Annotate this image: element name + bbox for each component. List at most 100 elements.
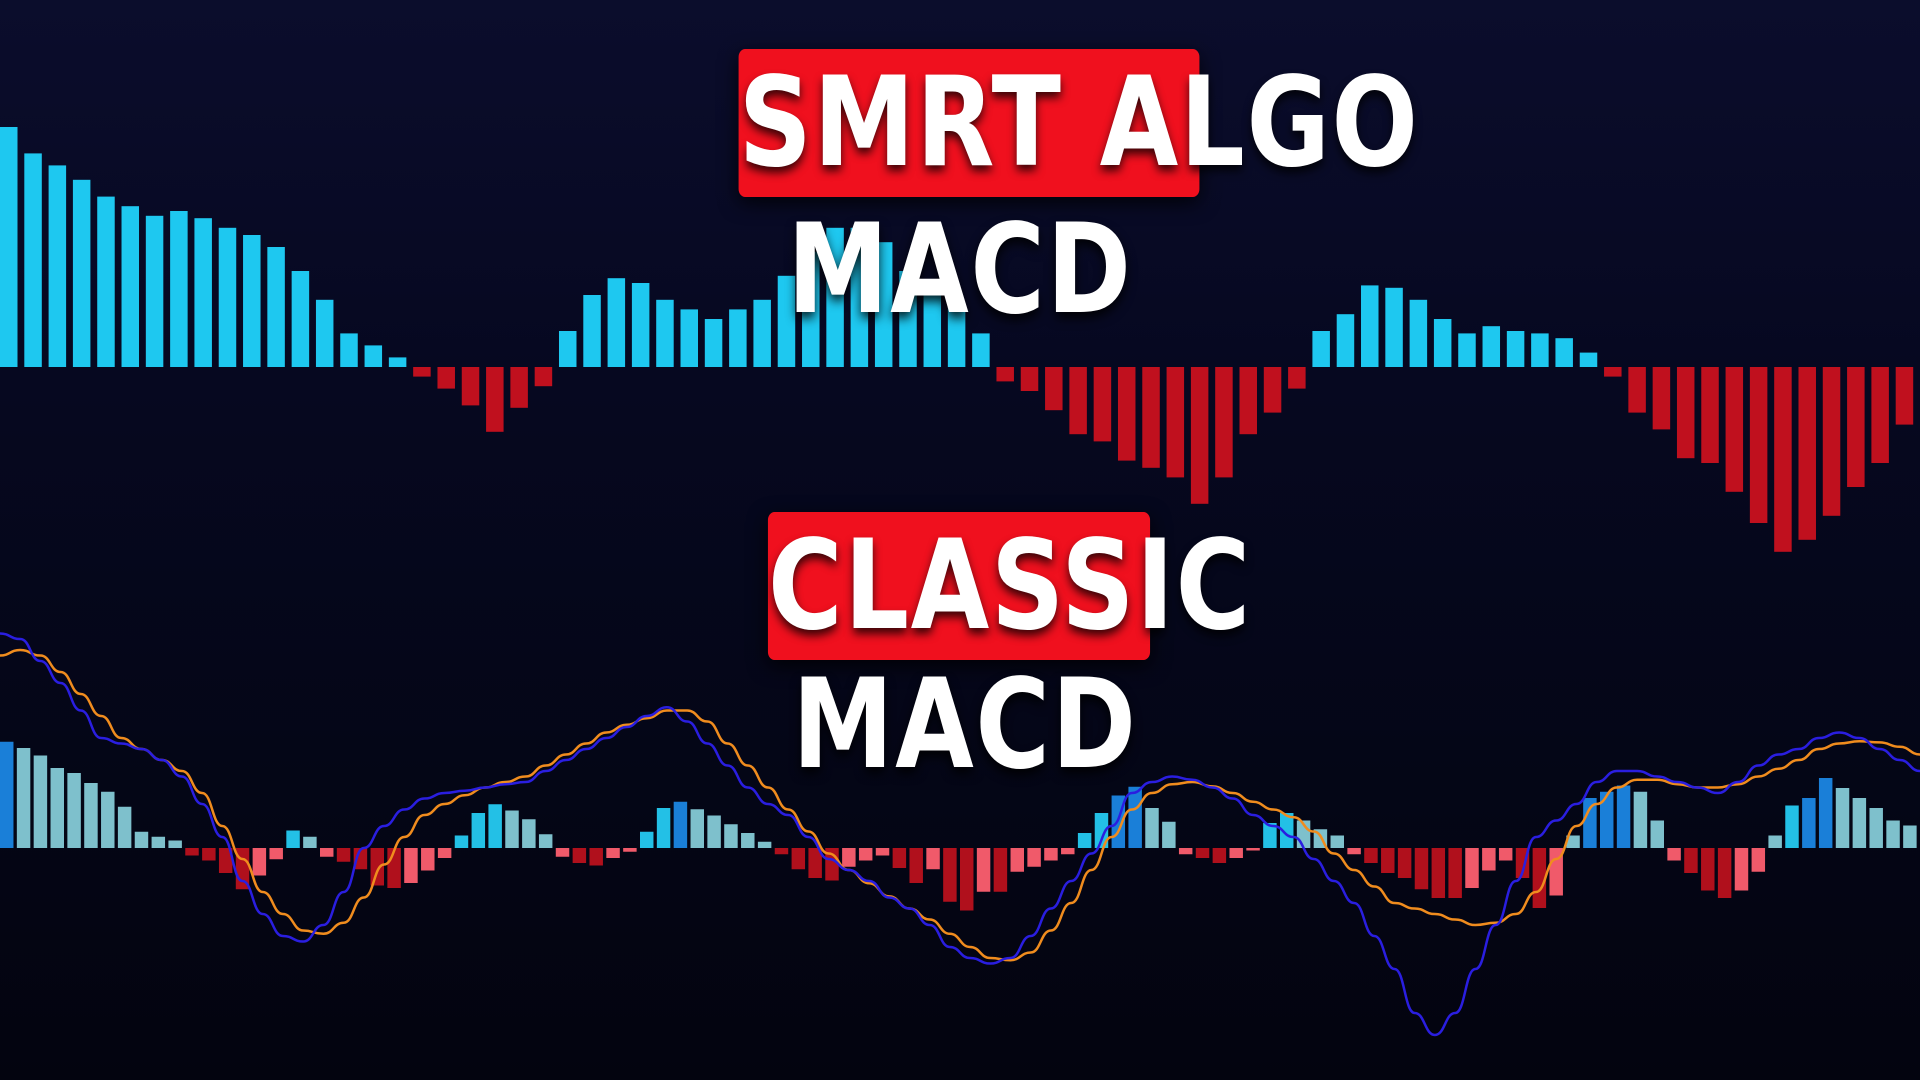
classic-macd-bar bbox=[875, 848, 890, 856]
smrt-algo-bar bbox=[899, 271, 917, 367]
classic-macd-bar bbox=[1616, 785, 1631, 848]
classic-macd-bar bbox=[1566, 835, 1580, 848]
smrt-algo-bar bbox=[1336, 314, 1355, 367]
smrt-algo-bar bbox=[145, 215, 164, 367]
smrt-algo-bar bbox=[1166, 367, 1185, 478]
smrt-algo-bar bbox=[729, 309, 747, 367]
classic-macd-bar bbox=[1802, 798, 1816, 848]
classic-macd-bar bbox=[1751, 848, 1766, 872]
classic-macd-bar bbox=[1229, 848, 1243, 858]
classic-macd-bar bbox=[1583, 798, 1597, 848]
macd-line bbox=[0, 632, 1920, 1037]
classic-macd-bar bbox=[202, 848, 216, 861]
smrt-algo-bar bbox=[1725, 367, 1744, 492]
smrt-algo-bar bbox=[1531, 333, 1549, 367]
classic-macd-bar bbox=[437, 848, 452, 858]
smrt-algo-bar bbox=[1822, 367, 1841, 516]
classic-macd-bar bbox=[33, 755, 48, 848]
classic-macd-bar bbox=[1886, 820, 1900, 848]
classic-macd-bar bbox=[1448, 848, 1462, 898]
smrt-algo-bar bbox=[170, 211, 188, 367]
classic-macd-bar bbox=[623, 848, 637, 852]
smrt-algo-bar bbox=[1579, 352, 1598, 367]
smrt-algo-bar bbox=[24, 153, 42, 367]
classic-macd-bar bbox=[943, 848, 957, 902]
classic-macd-bar bbox=[892, 848, 907, 868]
classic-macd-bar bbox=[555, 848, 570, 857]
classic-macd-bar bbox=[320, 848, 334, 857]
classic-macd-bar bbox=[1903, 825, 1917, 848]
classic-macd-bar bbox=[1263, 823, 1277, 848]
smrt-algo-bar bbox=[0, 127, 18, 367]
classic-macd-bar bbox=[1010, 848, 1024, 872]
classic-macd-bar bbox=[404, 848, 418, 883]
smrt-algo-bar bbox=[267, 247, 285, 367]
classic-macd-bar bbox=[606, 848, 620, 858]
smrt-algo-bar bbox=[1749, 367, 1768, 523]
classic-macd-bar bbox=[589, 848, 603, 866]
classic-macd-bar bbox=[1734, 848, 1749, 891]
smrt-algo-bar bbox=[218, 227, 237, 367]
smrt-algo-bar bbox=[1895, 367, 1914, 425]
classic-macd-bar bbox=[1212, 848, 1227, 863]
classic-macd-bar bbox=[1482, 848, 1496, 871]
classic-macd-bar bbox=[1195, 848, 1210, 858]
smrt-algo-bar bbox=[1312, 331, 1330, 367]
classic-macd-bar bbox=[1869, 808, 1883, 848]
classic-macd-bar bbox=[117, 806, 132, 848]
smrt-algo-bar bbox=[1506, 331, 1525, 367]
classic-macd-bar bbox=[67, 773, 81, 848]
classic-macd-bar bbox=[522, 819, 536, 848]
smrt-algo-bar bbox=[291, 271, 310, 367]
classic-macd-bar bbox=[218, 848, 233, 873]
classic-macd-bar bbox=[1330, 835, 1344, 848]
smrt-algo-bar bbox=[802, 251, 820, 367]
smrt-algo-bar bbox=[413, 367, 431, 377]
classic-macd-bar bbox=[505, 810, 519, 848]
classic-macd-bar bbox=[1852, 798, 1867, 848]
classic-macd-bar bbox=[1650, 820, 1664, 848]
smrt-algo-bar bbox=[947, 307, 966, 367]
smrt-algo-bar bbox=[510, 367, 528, 408]
classic-macd-bar bbox=[1162, 821, 1176, 848]
classic-macd-bar bbox=[0, 741, 14, 848]
classic-macd-bar bbox=[1835, 788, 1850, 848]
smrt-algo-subtitle: MACD bbox=[787, 198, 1133, 342]
smrt-algo-bar bbox=[996, 367, 1014, 382]
classic-macd-bar bbox=[454, 835, 469, 848]
smrt-algo-title-text: SMRT ALGO bbox=[738, 51, 1420, 195]
smrt-algo-bar bbox=[1409, 299, 1428, 367]
classic-macd-bar bbox=[707, 815, 721, 848]
smrt-algo-bar bbox=[1798, 367, 1816, 540]
classic-macd-bar bbox=[791, 848, 806, 870]
classic-macd-bar bbox=[538, 834, 553, 848]
classic-macd-bar bbox=[353, 848, 368, 870]
classic-macd-bar bbox=[286, 830, 300, 848]
classic-macd-bar bbox=[1431, 848, 1446, 898]
classic-macd-bar bbox=[336, 848, 351, 862]
classic-macd-bar bbox=[370, 848, 384, 886]
smrt-algo-bar bbox=[1020, 367, 1039, 391]
smrt-algo-bar bbox=[243, 235, 261, 367]
classic-macd-bar bbox=[808, 848, 822, 878]
smrt-algo-bar bbox=[437, 367, 455, 389]
classic-macd-bar bbox=[926, 848, 940, 870]
classic-macd-histogram bbox=[0, 741, 1917, 911]
smrt-algo-title-badge: SMRT ALGO bbox=[738, 49, 1418, 197]
classic-macd-bar bbox=[1414, 848, 1429, 890]
classic-macd-bar bbox=[101, 791, 115, 848]
classic-title-badge: CLASSIC bbox=[767, 512, 1250, 660]
classic-macd-bar bbox=[1397, 848, 1412, 878]
classic-macd-bar bbox=[488, 804, 502, 848]
smrt-algo-bar bbox=[1142, 367, 1160, 468]
smrt-algo-bar bbox=[121, 206, 140, 367]
smrt-algo-bar bbox=[1069, 367, 1087, 435]
classic-macd-bar bbox=[858, 848, 873, 861]
classic-macd-bar bbox=[993, 848, 1008, 892]
classic-subtitle: MACD bbox=[792, 653, 1138, 797]
classic-macd-bar bbox=[303, 836, 317, 848]
smrt-algo-bar bbox=[850, 227, 869, 367]
smrt-algo-bar bbox=[461, 367, 480, 406]
smrt-algo-bar bbox=[1190, 367, 1209, 504]
